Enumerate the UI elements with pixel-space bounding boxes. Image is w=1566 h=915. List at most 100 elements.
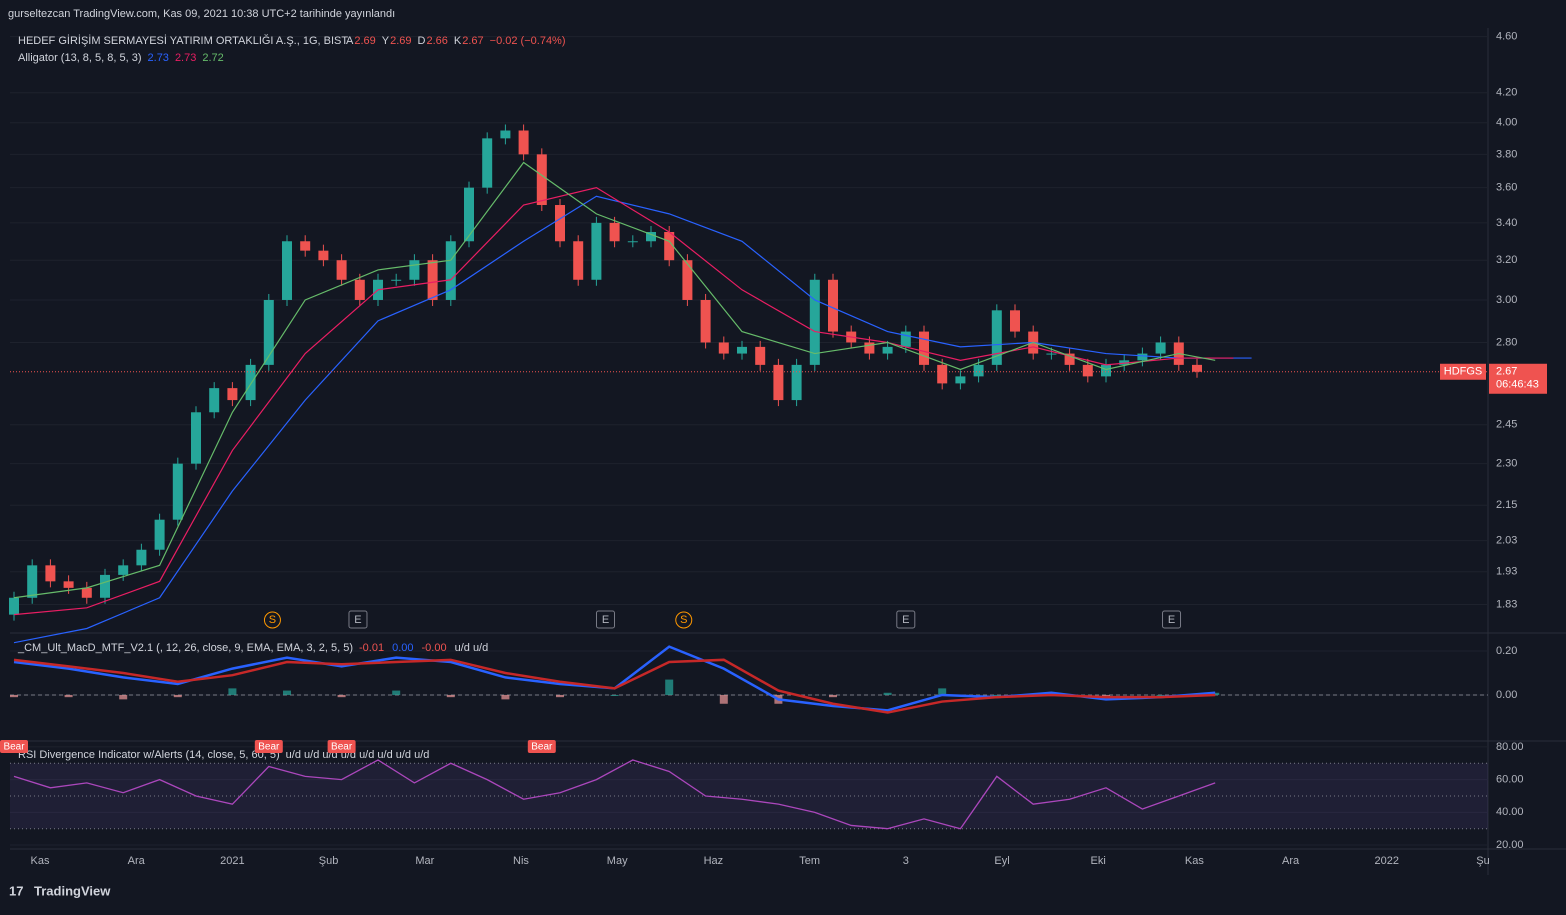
event-label: E <box>602 614 609 626</box>
candle-body <box>1046 353 1057 355</box>
y-tick-label: 80.00 <box>1496 741 1524 753</box>
candle-body <box>1155 342 1166 354</box>
candle-body <box>445 241 456 300</box>
x-tick-label: Ara <box>128 855 146 867</box>
y-tick-label: 3.80 <box>1496 148 1517 160</box>
y-tick-label: 3.40 <box>1496 217 1517 229</box>
histogram-bar <box>938 688 947 695</box>
candle-body <box>191 412 201 464</box>
legend-value: -0.01 <box>359 642 384 654</box>
tags: u/d u/d u/d u/d u/d u/d u/d u/d <box>286 749 430 761</box>
histogram-bar <box>119 694 128 700</box>
candle-body <box>700 299 711 343</box>
candle-body <box>1064 353 1075 365</box>
candle-body <box>718 342 729 354</box>
candle-body <box>882 346 893 354</box>
candle-body <box>591 222 602 280</box>
candle-body <box>737 346 747 354</box>
candle-body <box>1192 364 1202 372</box>
bear-tag <box>254 740 283 753</box>
change: −0.02 (−0.74%) <box>490 35 566 47</box>
histogram-bar <box>829 694 837 698</box>
y-tick-label: 0.00 <box>1496 689 1517 701</box>
indicator-title: RSI Divergence Indicator w/Alerts (14, c… <box>18 749 280 761</box>
chart-title: HEDEF GİRİŞİM SERMAYESİ YATIRIM ORTAKLIĞ… <box>18 34 348 47</box>
bear-tag <box>527 740 556 753</box>
x-tick-label: 2021 <box>220 855 244 867</box>
histogram-bar <box>556 694 564 698</box>
ohlc-value: 2.69 <box>354 35 375 47</box>
event-marker <box>263 611 281 629</box>
ohlc-label: Y <box>382 35 390 47</box>
price-tag <box>1489 363 1547 394</box>
event-label: E <box>354 614 361 626</box>
event-marker <box>596 610 615 629</box>
histogram-bar <box>64 694 73 698</box>
event-label: S <box>680 614 687 626</box>
candle-body <box>682 260 693 300</box>
candle-body <box>209 388 220 413</box>
countdown: 06:46:43 <box>1496 379 1539 391</box>
candle-body <box>336 260 347 280</box>
ohlc-value: 2.67 <box>462 35 483 47</box>
event-label: S <box>269 614 276 626</box>
candle-body <box>464 187 474 242</box>
ohlc-label: A <box>346 35 354 47</box>
bear-label: Bear <box>331 742 353 753</box>
last-price: 2.67 <box>1496 366 1517 378</box>
alligator-line <box>13 195 1252 644</box>
y-tick-label: 3.60 <box>1496 182 1517 194</box>
symbol-tag <box>1440 363 1486 380</box>
event-marker <box>675 611 693 629</box>
candle-body <box>136 549 147 566</box>
candle-body <box>991 310 1002 365</box>
candle-body <box>9 597 19 615</box>
histogram-bar <box>883 692 892 695</box>
candle-body <box>773 364 784 401</box>
x-tick-label: May <box>607 855 628 867</box>
histogram-bar <box>228 688 237 695</box>
histogram-bar <box>10 694 18 698</box>
candle-body <box>900 331 911 347</box>
candle-body <box>664 231 675 261</box>
legend-value: 2.72 <box>202 52 223 64</box>
candle-body <box>536 154 547 206</box>
y-tick-label: 1.93 <box>1496 566 1517 578</box>
alligator-line <box>13 161 1216 599</box>
candle-body <box>791 364 802 401</box>
candle-body <box>755 346 766 365</box>
histogram-bar <box>446 694 455 698</box>
candle-body <box>828 279 838 332</box>
legend-value: 2.73 <box>148 52 169 64</box>
brand-logo: 17 <box>9 883 23 898</box>
x-tick-label: Ara <box>1282 855 1300 867</box>
histogram-bar <box>392 690 401 695</box>
event-label: E <box>902 614 909 626</box>
y-tick-label: 4.20 <box>1496 87 1517 99</box>
candle-body <box>63 581 74 588</box>
histogram-bar <box>1156 694 1165 696</box>
x-tick-label: Kas <box>31 855 50 867</box>
bear-label: Bear <box>3 742 25 753</box>
candle-body <box>919 331 929 365</box>
candle-body <box>1137 353 1148 361</box>
bear-label: Bear <box>531 742 553 753</box>
histogram-bar <box>283 690 291 695</box>
y-tick-label: 3.00 <box>1496 294 1517 306</box>
candle-body <box>100 574 110 598</box>
candle-body <box>809 279 820 365</box>
legend-value: u/d u/d <box>455 642 489 654</box>
histogram-bar <box>610 694 619 696</box>
candle-body <box>245 364 256 401</box>
y-tick-label: 1.83 <box>1496 598 1517 610</box>
candle-body <box>154 519 165 550</box>
candle-body <box>427 260 438 300</box>
histogram-bar <box>665 679 674 695</box>
y-tick-label: 2.15 <box>1496 499 1517 511</box>
candle-body <box>1010 310 1020 332</box>
x-tick-label: 3 <box>903 855 909 867</box>
candle-body <box>318 250 329 261</box>
ohlc-label: D <box>418 35 426 47</box>
